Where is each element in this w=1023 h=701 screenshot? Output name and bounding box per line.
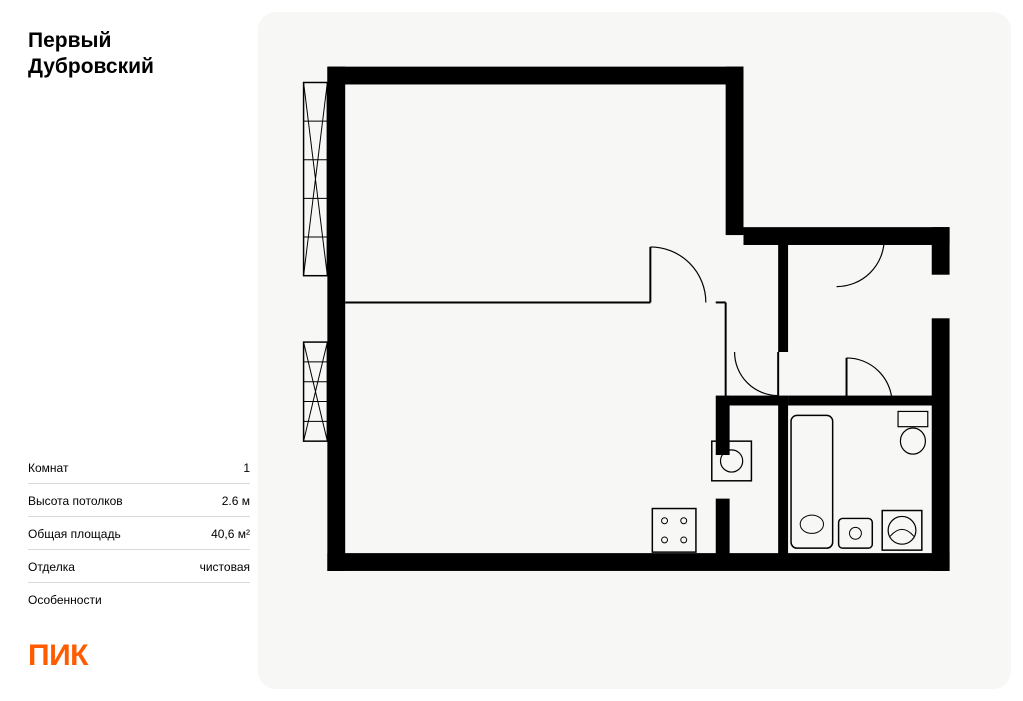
spec-value: 2.6 м [222,494,250,508]
spec-value: 40,6 м² [211,527,250,541]
brand-logo: ПИК [28,639,250,673]
floorplan-panel [258,12,1011,689]
spec-row-area: Общая площадь 40,6 м² [28,517,250,550]
title-line-2: Дубровский [28,54,250,80]
spec-label: Отделка [28,560,75,574]
floorplan-svg [258,12,1011,689]
specs-table: Комнат 1 Высота потолков 2.6 м Общая пло… [28,451,250,615]
title-line-1: Первый [28,28,250,54]
spec-label: Общая площадь [28,527,121,541]
spec-label: Особенности [28,593,102,607]
spec-value: чистовая [200,560,250,574]
spec-value: 1 [243,461,250,475]
project-title: Первый Дубровский [28,28,250,81]
spec-row-ceiling: Высота потолков 2.6 м [28,484,250,517]
spec-row-finish: Отделка чистовая [28,550,250,583]
spec-label: Комнат [28,461,68,475]
spec-row-features: Особенности [28,583,250,615]
spec-row-rooms: Комнат 1 [28,451,250,484]
spec-label: Высота потолков [28,494,123,508]
sidebar: Первый Дубровский Комнат 1 Высота потолк… [0,0,250,701]
